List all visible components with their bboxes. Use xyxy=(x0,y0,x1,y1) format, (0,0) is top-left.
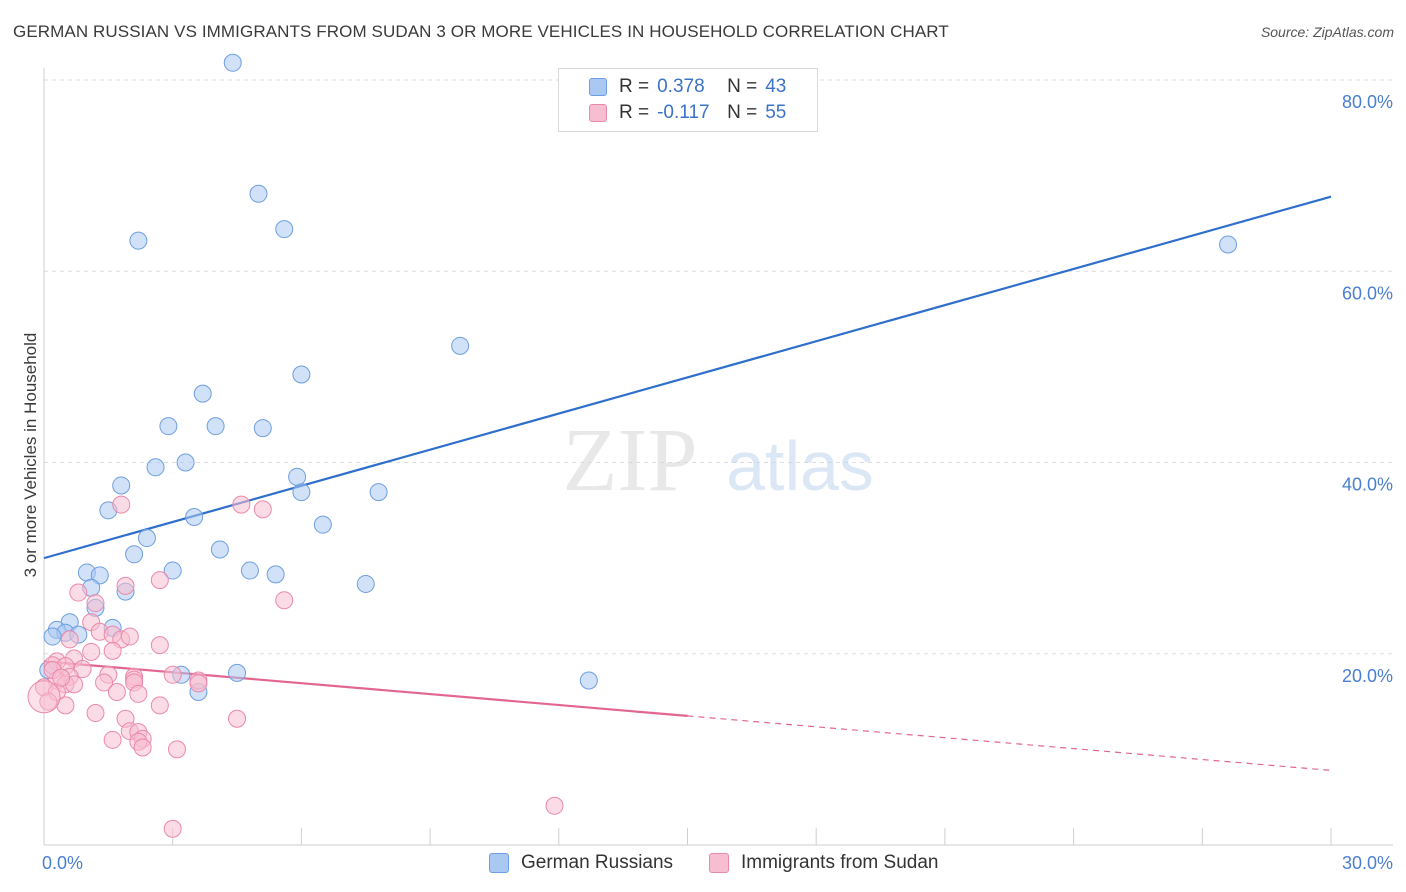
point-german-russians xyxy=(129,231,148,250)
point-german-russians xyxy=(356,574,375,593)
point-german-russians xyxy=(451,336,470,355)
legend-r-value: -0.117 xyxy=(657,102,710,123)
point-german-russians xyxy=(43,627,62,646)
point-immigrants-sudan xyxy=(189,674,208,693)
x-tick-label: 30.0% xyxy=(1342,853,1393,873)
y-axis-label: 3 or more Vehicles in Household xyxy=(21,333,40,578)
point-german-russians xyxy=(253,419,272,438)
point-german-russians xyxy=(210,540,229,559)
legend-n-label: N = xyxy=(727,76,758,97)
watermark-atlas: atlas xyxy=(726,427,874,505)
watermark: ZIP atlas xyxy=(563,411,874,510)
point-immigrants-sudan xyxy=(60,630,79,649)
point-german-russians xyxy=(313,515,332,534)
legend-swatch-german-russians xyxy=(589,78,607,96)
axes xyxy=(43,68,1393,846)
tick-labels: 20.0% 40.0% 60.0% 80.0% 0.0% 30.0% xyxy=(42,92,1393,873)
point-german-russians xyxy=(579,671,598,690)
series-swatch-immigrants-sudan xyxy=(709,853,729,873)
point-german-russians xyxy=(228,663,247,682)
point-immigrants-sudan xyxy=(167,740,186,759)
series-legend-german-russians[interactable]: German Russians xyxy=(489,852,673,874)
legend-r-label: R = xyxy=(619,76,650,97)
trend-line-immigrants-sudan xyxy=(43,660,688,718)
point-german-russians xyxy=(137,529,156,548)
point-immigrants-sudan xyxy=(103,641,122,660)
point-german-russians xyxy=(223,53,242,72)
source-credit: Source: ZipAtlas.com xyxy=(1260,24,1394,40)
series-legend-immigrants-sudan[interactable]: Immigrants from Sudan xyxy=(709,852,938,874)
series-label: German Russians xyxy=(521,852,674,873)
point-german-russians xyxy=(292,365,311,384)
correlation-legend: R = 0.378 N = 43 R = -0.117 N = 55 xyxy=(558,68,818,132)
point-immigrants-sudan xyxy=(86,594,105,613)
point-immigrants-sudan xyxy=(86,704,105,723)
point-immigrants-sudan xyxy=(39,692,58,711)
point-immigrants-sudan xyxy=(120,627,139,646)
point-german-russians xyxy=(163,561,182,580)
legend-row-immigrants-sudan: R = -0.117 N = 55 xyxy=(559,101,786,125)
legend-swatch-immigrants-sudan xyxy=(589,104,607,122)
series-legend: German Russians Immigrants from Sudan xyxy=(0,852,1406,876)
legend-n-value: 43 xyxy=(765,76,787,97)
trend-lines xyxy=(43,195,1332,772)
series-label: Immigrants from Sudan xyxy=(741,852,939,873)
point-immigrants-sudan xyxy=(82,642,101,661)
trend-line-immigrants-sudan-extension xyxy=(687,715,1332,772)
y-tick-label: 60.0% xyxy=(1342,283,1393,303)
point-immigrants-sudan xyxy=(253,500,272,519)
watermark-zip: ZIP xyxy=(563,411,698,510)
point-german-russians xyxy=(159,417,178,436)
point-german-russians xyxy=(266,565,285,584)
point-immigrants-sudan xyxy=(52,668,71,687)
point-german-russians xyxy=(185,508,204,527)
point-german-russians xyxy=(240,561,259,580)
legend-n-value: 55 xyxy=(765,102,787,123)
y-tick-label: 80.0% xyxy=(1342,92,1393,112)
point-immigrants-sudan xyxy=(129,684,148,703)
point-german-russians xyxy=(193,384,212,403)
point-german-russians xyxy=(176,453,195,472)
point-german-russians xyxy=(1219,235,1238,254)
point-immigrants-sudan xyxy=(150,696,169,715)
point-immigrants-sudan xyxy=(95,673,114,692)
point-immigrants-sudan xyxy=(150,636,169,655)
point-immigrants-sudan xyxy=(107,683,126,701)
point-german-russians xyxy=(292,483,311,502)
point-german-russians xyxy=(125,545,144,564)
point-immigrants-sudan xyxy=(27,680,61,714)
series-swatch-german-russians xyxy=(489,853,509,873)
legend-n-label: N = xyxy=(727,102,758,123)
point-immigrants-sudan xyxy=(116,576,135,595)
legend-r-label: R = xyxy=(619,102,650,123)
point-immigrants-sudan xyxy=(133,738,152,757)
legend-r-value: 0.378 xyxy=(657,76,705,97)
y-tick-label: 20.0% xyxy=(1342,666,1393,686)
point-german-russians xyxy=(275,220,294,239)
point-german-russians xyxy=(288,467,307,486)
point-immigrants-sudan xyxy=(275,591,294,610)
y-tick-label: 40.0% xyxy=(1342,475,1393,495)
legend-row-german-russians: R = 0.378 N = 43 xyxy=(559,75,786,99)
x-tick-label: 0.0% xyxy=(42,853,83,873)
point-german-russians xyxy=(206,417,225,436)
point-german-russians xyxy=(112,476,131,495)
point-german-russians xyxy=(369,483,388,502)
point-immigrants-sudan xyxy=(103,730,122,749)
point-immigrants-sudan xyxy=(69,583,88,602)
point-immigrants-sudan xyxy=(545,796,564,815)
point-immigrants-sudan xyxy=(163,665,182,684)
point-german-russians xyxy=(146,458,165,477)
trend-line-german-russians xyxy=(43,195,1332,560)
point-german-russians xyxy=(249,184,268,203)
data-points xyxy=(27,53,1238,838)
chart-title: GERMAN RUSSIAN VS IMMIGRANTS FROM SUDAN … xyxy=(13,22,949,41)
point-german-russians xyxy=(90,566,109,585)
point-immigrants-sudan xyxy=(232,495,251,514)
point-immigrants-sudan xyxy=(228,709,247,728)
point-immigrants-sudan xyxy=(112,495,131,514)
point-immigrants-sudan xyxy=(150,571,169,590)
point-immigrants-sudan xyxy=(163,819,182,838)
